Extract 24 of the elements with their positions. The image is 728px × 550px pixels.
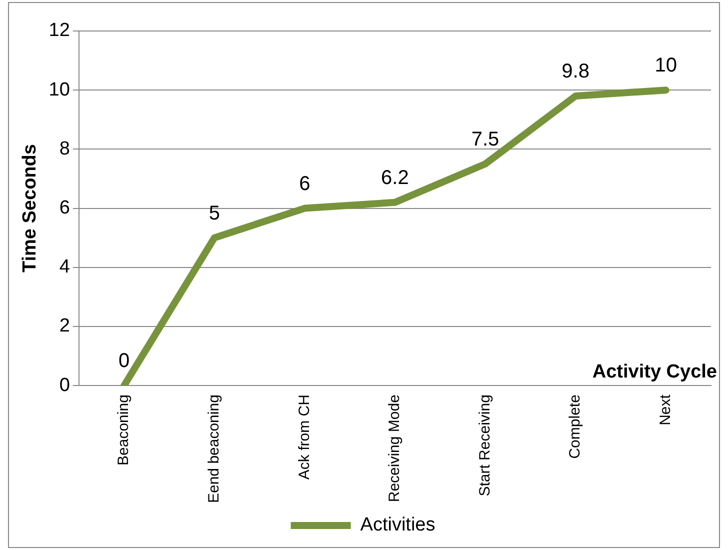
y-tick-label: 2	[59, 316, 70, 337]
x-tick-label: Start Receiving	[476, 394, 494, 496]
legend-label: Activities	[360, 514, 436, 536]
y-tick-label: 12	[48, 20, 70, 42]
data-label: 5	[208, 202, 220, 224]
x-tick-label: Beaconing	[115, 394, 132, 466]
x-tick-label: Next	[656, 394, 674, 426]
y-axis-title: Time Seconds	[20, 144, 41, 273]
y-tick-label: 4	[59, 256, 70, 278]
data-label: 7.5	[471, 128, 500, 150]
y-tick-label: 6	[59, 198, 70, 219]
x-tick-label: Ack from CH	[296, 394, 313, 480]
y-tick-label: 10	[48, 79, 70, 100]
data-label: 6.2	[381, 166, 409, 189]
data-label: 6	[299, 172, 310, 195]
data-label: 10	[654, 54, 677, 77]
x-tick-label: Receiving Mode	[386, 394, 404, 502]
y-tick-label: 8	[59, 138, 70, 160]
x-axis-title: Activity Cycle	[592, 361, 717, 382]
data-label: 0	[118, 350, 130, 372]
data-label: 9.8	[562, 60, 590, 83]
x-tick-label: Complete	[566, 394, 584, 459]
y-tick-label: 0	[59, 374, 70, 396]
x-tick-label: Eend beaconing	[206, 394, 223, 504]
